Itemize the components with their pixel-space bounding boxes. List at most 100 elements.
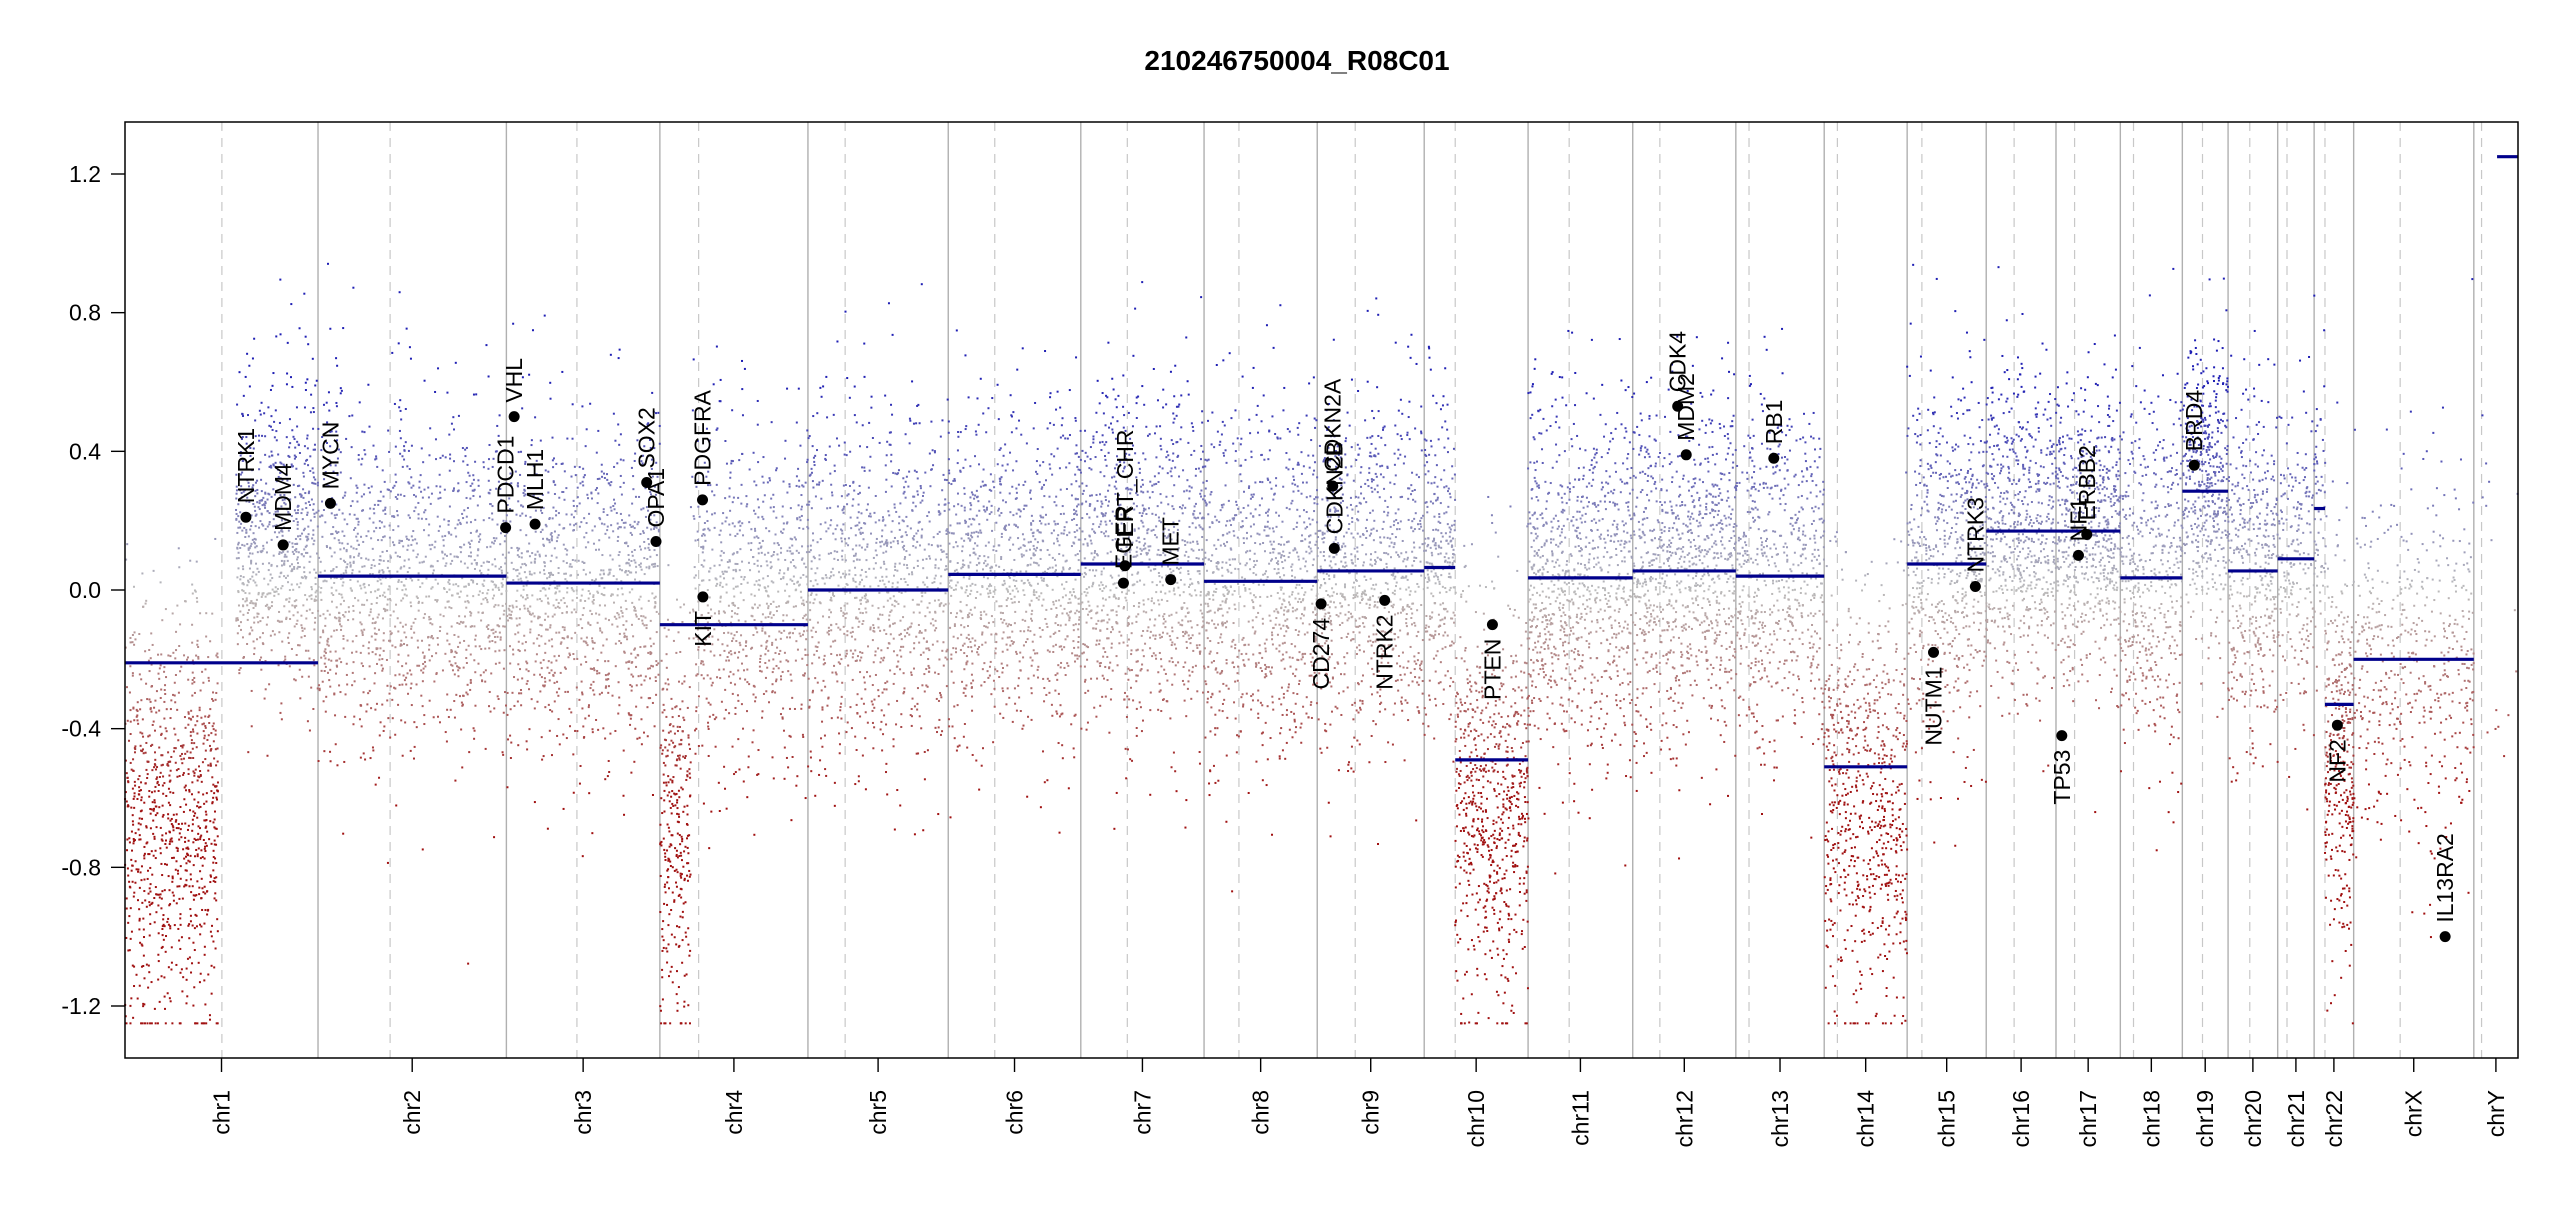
probe-point xyxy=(307,720,309,722)
probe-point xyxy=(284,554,286,556)
probe-point xyxy=(272,630,274,632)
probe-point xyxy=(198,765,200,767)
probe-point xyxy=(158,678,160,680)
probe-point xyxy=(180,666,182,668)
probe-point xyxy=(126,777,128,779)
probe-point xyxy=(212,691,214,693)
probe-point xyxy=(459,695,461,697)
probe-point xyxy=(314,516,316,518)
probe-point xyxy=(153,836,155,838)
probe-point xyxy=(313,449,315,451)
probe-point xyxy=(137,701,139,703)
probe-point xyxy=(296,406,298,408)
probe-point xyxy=(307,464,309,466)
probe-point xyxy=(188,713,190,715)
probe-point xyxy=(319,516,321,518)
probe-point xyxy=(192,819,194,821)
probe-point xyxy=(371,635,373,637)
probe-point xyxy=(190,920,192,922)
probe-point xyxy=(498,662,500,664)
probe-point xyxy=(303,567,305,569)
probe-point xyxy=(169,927,171,929)
probe-point xyxy=(243,576,245,578)
probe-point xyxy=(458,615,460,617)
probe-point xyxy=(145,752,147,754)
probe-point xyxy=(406,538,408,540)
probe-point xyxy=(183,858,185,860)
probe-point xyxy=(437,644,439,646)
probe-point xyxy=(242,568,244,570)
probe-point xyxy=(372,746,374,748)
probe-point xyxy=(477,554,479,556)
probe-point xyxy=(494,650,496,652)
probe-point xyxy=(188,791,190,793)
probe-point xyxy=(161,975,163,977)
probe-point xyxy=(213,792,215,794)
probe-point xyxy=(296,425,298,427)
probe-point xyxy=(315,583,317,585)
probe-point xyxy=(434,541,436,543)
probe-point xyxy=(170,838,172,840)
probe-point xyxy=(134,748,136,750)
probe-point xyxy=(200,849,202,851)
probe-point xyxy=(365,558,367,560)
probe-point xyxy=(495,586,497,588)
probe-point xyxy=(491,640,493,642)
probe-point xyxy=(309,729,311,731)
probe-point xyxy=(238,542,240,544)
probe-point xyxy=(272,589,274,591)
probe-point xyxy=(133,838,135,840)
probe-point xyxy=(383,496,385,498)
probe-point xyxy=(286,373,288,375)
probe-point xyxy=(294,600,296,602)
probe-point xyxy=(494,641,496,643)
probe-point xyxy=(262,563,264,565)
probe-point xyxy=(334,714,336,716)
probe-point xyxy=(463,640,465,642)
probe-point xyxy=(149,923,151,925)
probe-point xyxy=(200,717,202,719)
probe-point xyxy=(265,483,267,485)
probe-point xyxy=(157,954,159,956)
probe-point xyxy=(203,803,205,805)
probe-point xyxy=(297,535,299,537)
probe-point xyxy=(363,449,365,451)
probe-point xyxy=(454,780,456,782)
probe-point xyxy=(261,490,263,492)
probe-point xyxy=(302,472,304,474)
probe-point xyxy=(196,1022,198,1024)
probe-point xyxy=(208,838,210,840)
probe-point xyxy=(236,617,238,619)
probe-point xyxy=(310,394,312,396)
probe-point xyxy=(184,884,186,886)
probe-point xyxy=(297,524,299,526)
probe-point xyxy=(133,644,135,646)
probe-point xyxy=(343,535,345,537)
probe-point xyxy=(467,684,469,686)
probe-point xyxy=(159,726,161,728)
probe-point xyxy=(326,640,328,642)
probe-point xyxy=(382,594,384,596)
probe-point xyxy=(289,565,291,567)
probe-point xyxy=(168,775,170,777)
probe-point xyxy=(366,599,368,601)
probe-point xyxy=(237,619,239,621)
probe-point xyxy=(145,603,147,605)
probe-point xyxy=(160,653,162,655)
probe-point xyxy=(271,539,273,541)
probe-point xyxy=(213,826,215,828)
probe-point xyxy=(497,695,499,697)
probe-point xyxy=(171,962,173,964)
probe-point xyxy=(413,622,415,624)
probe-point xyxy=(195,655,197,657)
probe-point xyxy=(192,679,194,681)
probe-point xyxy=(466,522,468,524)
probe-point xyxy=(203,979,205,981)
probe-point xyxy=(444,653,446,655)
probe-point xyxy=(164,737,166,739)
probe-point xyxy=(313,411,315,413)
probe-point xyxy=(501,570,503,572)
probe-point xyxy=(130,907,132,909)
probe-point xyxy=(354,680,356,682)
probe-point xyxy=(178,898,180,900)
